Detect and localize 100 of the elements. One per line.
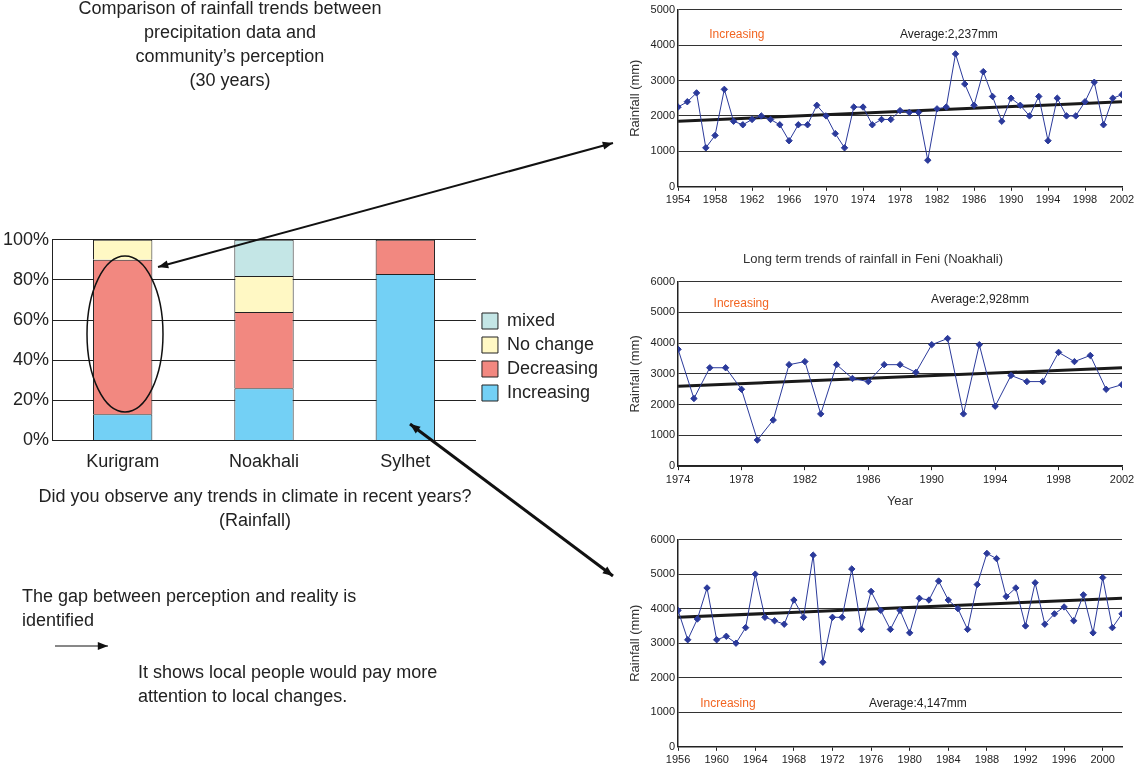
point [813,101,821,109]
point [944,596,952,604]
point [877,115,886,124]
x-tick-label: 1986 [856,472,881,485]
point [896,106,904,115]
point [1072,112,1080,120]
point [794,121,802,129]
point [1041,620,1049,628]
point [1044,137,1052,145]
point [912,368,920,377]
chart-title: Comparison of rainfall trends between precipitation data and community’s perception (30 years) [77,0,383,92]
x-tick-label: 1974 [850,193,876,206]
text: It shows local people would pay more attention to local changes. [138,661,439,708]
point [761,613,769,621]
point [848,374,857,383]
point [1039,377,1047,386]
legend-label: Decreasing [506,357,598,378]
x-tick-label: 1980 [897,753,922,766]
y-tick-label: 0% [23,429,50,450]
point [801,357,809,366]
point [1023,377,1031,386]
x-tick-label: 1992 [1013,753,1038,766]
point [1086,351,1094,360]
point [748,115,756,124]
point [780,620,788,628]
y-tick-label: 0 [668,179,676,192]
y-tick-label: 6000 [650,532,676,545]
point [729,117,738,125]
point [979,67,987,76]
y-tick-label: 3000 [650,636,676,649]
y-tick-label: 40% [13,349,50,370]
point [766,115,775,124]
y-tick-label: 1000 [650,428,676,441]
x-tick-label: 2002 [1109,472,1135,485]
point [737,385,746,393]
point [1099,121,1108,129]
x-tick-label: 1998 [1046,472,1071,485]
point [785,137,793,145]
x-tick-label: Noakhali [228,451,300,472]
legend-label: No change [506,333,595,354]
x-tick-label: 1982 [924,193,950,206]
point [959,410,968,418]
point [973,580,981,589]
annotation: Average:2,237mm [900,26,998,41]
y-tick-label: 20% [13,389,50,410]
point [732,639,740,647]
point [914,108,923,117]
point [757,112,766,120]
x-tick-label: 1960 [704,753,729,766]
x-tick-label: 1962 [739,193,765,206]
y-tick-label: 0 [668,739,676,752]
point [817,410,825,418]
x-tick-label: 1994 [982,472,1008,485]
y-tick-label: 2000 [650,108,676,121]
point [692,89,701,97]
point [868,121,876,129]
point [1007,94,1015,102]
point [776,121,784,129]
point [1002,592,1010,601]
point [951,50,960,58]
point [934,577,943,585]
point [1090,78,1098,86]
point [880,360,888,369]
point [943,334,952,343]
point [828,613,837,621]
point [905,629,914,637]
x-tick-label: 1986 [961,193,987,206]
annotation: Increasing [700,695,756,710]
y-tick-label: 4000 [650,601,676,614]
x-tick-label: 1956 [665,753,691,766]
x-tick-label: 1954 [665,193,691,206]
point [819,658,827,666]
point [722,632,731,640]
point [770,617,779,625]
annotation: Average:2,928mm [931,292,1029,307]
text: Did you observe any trends in climate in recent years?(Rainfall) [37,485,473,532]
point [896,360,904,369]
point [751,570,759,578]
point [975,340,984,349]
x-tick-label: 1984 [936,753,961,766]
point [753,436,762,444]
point [1102,385,1110,393]
legend-label: mixed [506,309,555,330]
point [970,101,978,109]
point [1089,629,1097,637]
point [1081,98,1089,106]
point [684,636,692,644]
x-tick-label: 1994 [1035,193,1061,206]
x-axis-title: Year [886,492,914,508]
point [991,402,999,410]
x-tick-label: 1988 [974,753,1000,766]
point [988,92,997,101]
y-tick-label: 5000 [650,305,676,318]
point [785,360,793,369]
x-tick-label: 1964 [743,753,768,766]
point [690,394,698,403]
point [703,584,711,592]
y-tick-label: 100% [2,228,50,249]
point [720,85,729,94]
x-tick-label: 1998 [1072,193,1098,206]
